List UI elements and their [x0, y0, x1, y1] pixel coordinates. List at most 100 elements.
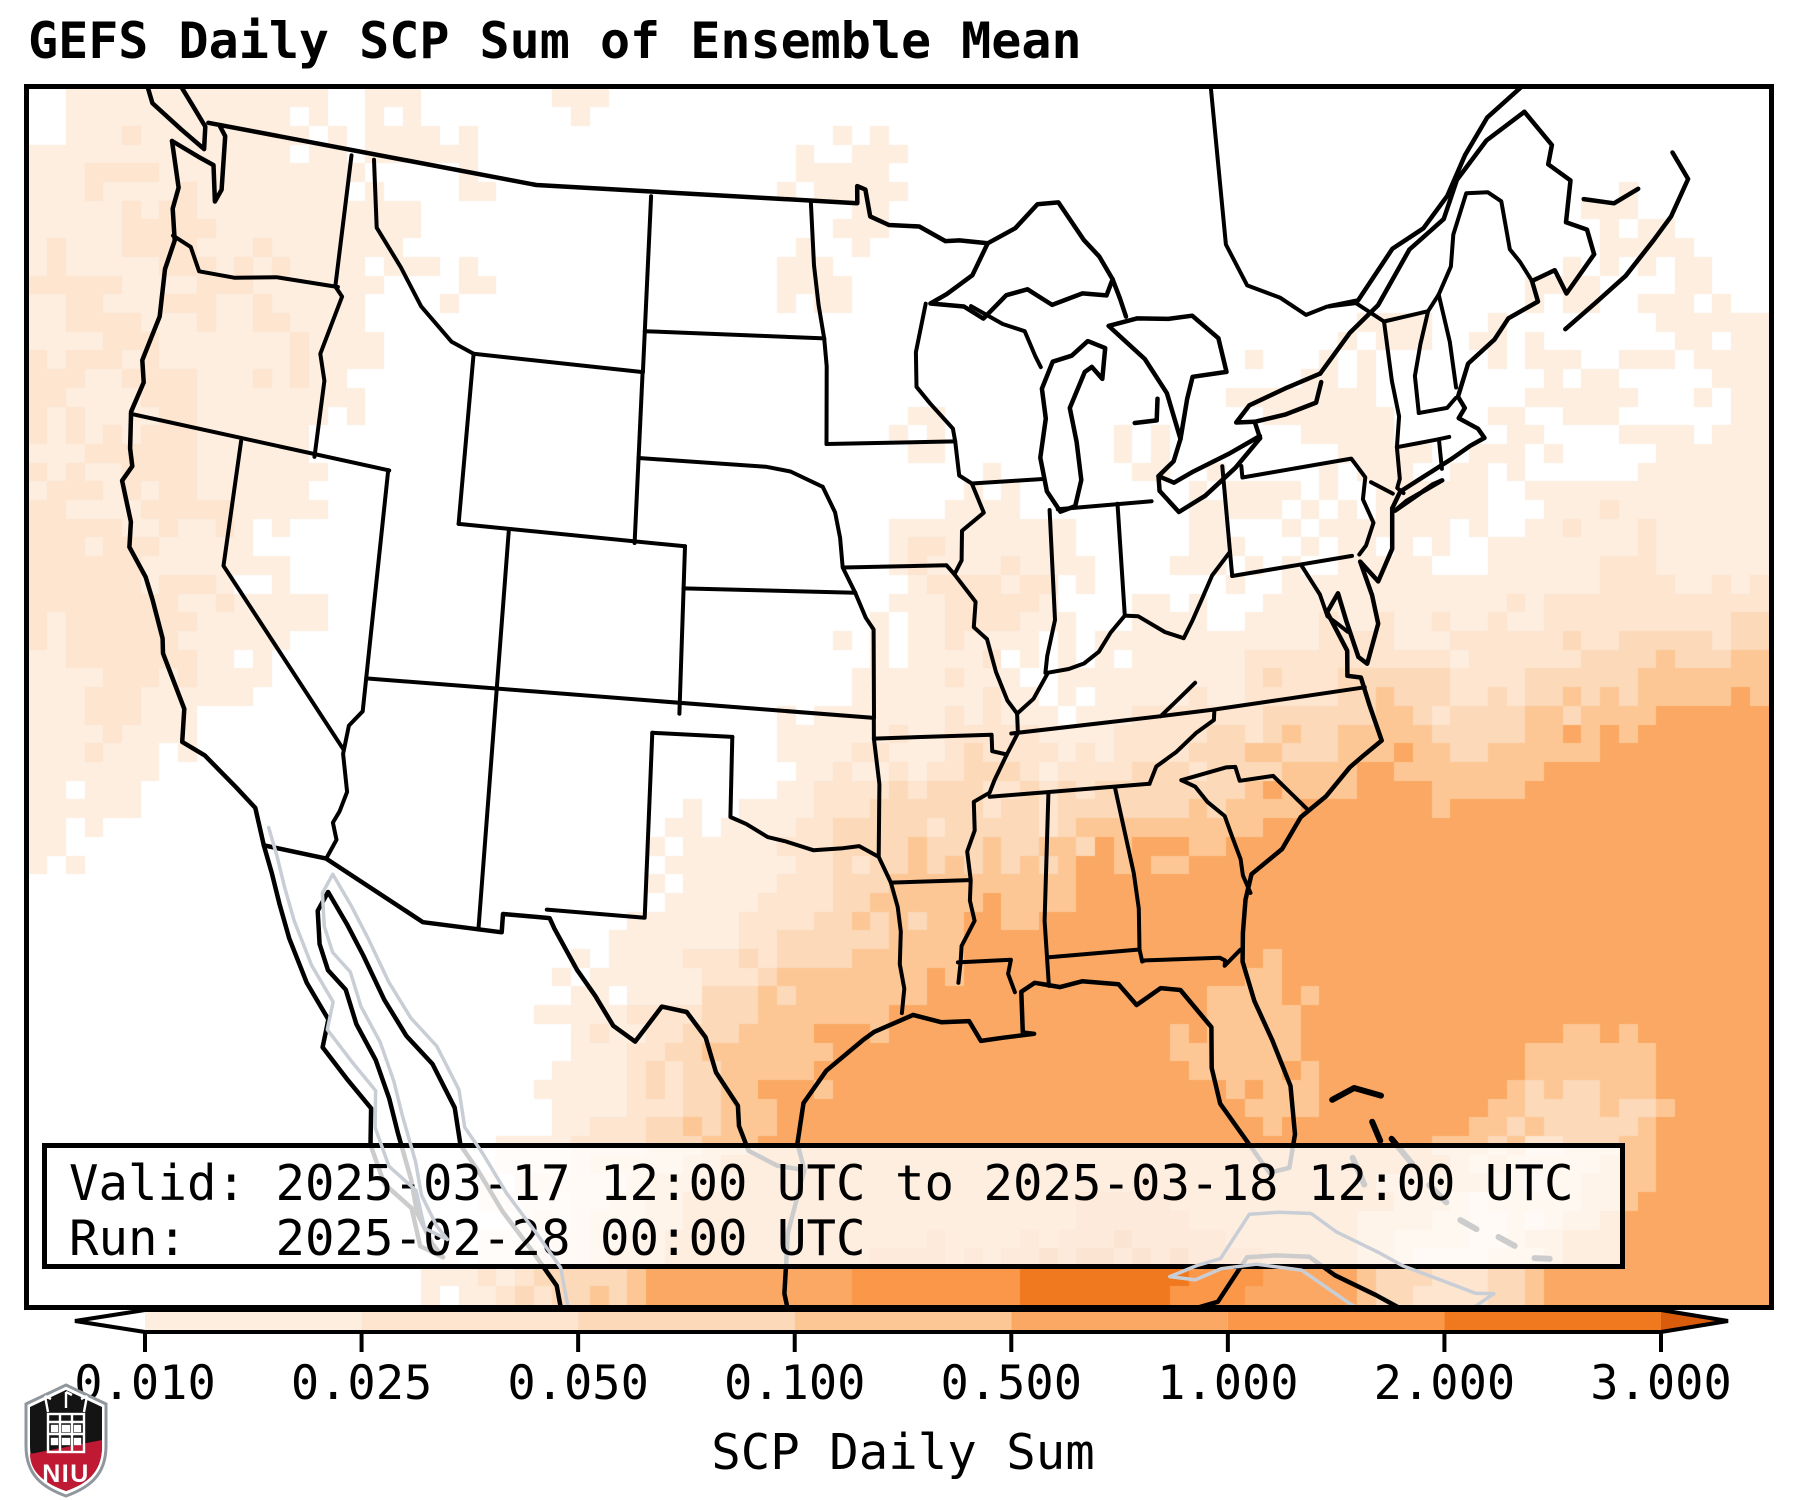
- coastline: [928, 200, 1115, 321]
- state-border: [171, 233, 340, 289]
- coastline: [1233, 371, 1323, 425]
- state-border: [956, 711, 1020, 985]
- state-border: [1147, 707, 1217, 786]
- state-border: [1299, 563, 1350, 634]
- colorbar-title: SCP Daily Sum: [711, 1424, 1095, 1481]
- state-border: [677, 544, 687, 716]
- state-border: [853, 590, 876, 720]
- state-border: [1208, 89, 1386, 324]
- state-border: [1436, 190, 1534, 297]
- island-coastline: [1369, 1118, 1384, 1144]
- coastline: [261, 843, 807, 1173]
- state-border: [1015, 549, 1232, 716]
- state-border: [871, 732, 1009, 757]
- state-border: [913, 301, 1020, 716]
- run-time-text: Run: 2025-02-28 00:00 UTC: [69, 1210, 866, 1267]
- state-border: [642, 329, 827, 341]
- state-border: [1009, 685, 1367, 736]
- state-border: [324, 468, 391, 861]
- colorbar-tick-label: 3.000: [1590, 1356, 1732, 1411]
- state-border: [476, 528, 511, 932]
- state-border: [1382, 319, 1406, 496]
- coastline: [145, 89, 208, 152]
- niu-logo-text: NIU: [42, 1460, 90, 1488]
- state-border: [544, 730, 655, 920]
- coastline: [1252, 379, 1324, 425]
- coastline: [1156, 433, 1263, 485]
- island-coastline: [1329, 1085, 1384, 1103]
- colorbar-extend-low-arrow: [75, 1310, 145, 1332]
- state-border: [681, 586, 858, 595]
- state-border: [1113, 785, 1142, 952]
- coastline: [206, 120, 990, 246]
- colorbar-segment: [361, 1310, 579, 1332]
- state-border: [333, 153, 354, 289]
- state-border: [1436, 292, 1459, 390]
- state-border: [808, 201, 827, 341]
- state-border: [969, 304, 1043, 370]
- coastline: [1252, 419, 1263, 441]
- state-border: [841, 563, 957, 577]
- coastline: [1389, 278, 1541, 511]
- state-border: [1043, 508, 1057, 675]
- colorbar-tick-label: 1.000: [1157, 1356, 1299, 1411]
- state-border: [822, 336, 829, 446]
- map-area: [29, 89, 1769, 1305]
- coastline: [1522, 109, 1597, 257]
- colorbar-segment: [145, 1310, 362, 1332]
- coastline: [1392, 478, 1445, 513]
- state-border: [471, 351, 645, 375]
- colorbar-segment: [578, 1310, 795, 1332]
- state-border: [1230, 553, 1354, 578]
- state-border: [888, 880, 907, 1016]
- colorbar-tick-label: 2.000: [1373, 1356, 1516, 1411]
- state-border: [824, 439, 958, 446]
- coastline: [1156, 436, 1183, 494]
- colorbar-segment: [1444, 1310, 1661, 1332]
- coastline: [795, 506, 1395, 1175]
- colorbar-tick-label: 0.100: [723, 1356, 866, 1411]
- state-border: [128, 411, 392, 473]
- state-border: [1220, 464, 1235, 578]
- state-border: [640, 194, 654, 375]
- coastline: [1106, 313, 1229, 442]
- state-border: [987, 781, 1152, 799]
- coastline: [1563, 150, 1691, 332]
- state-border: [728, 734, 881, 859]
- state-border: [650, 730, 735, 739]
- coastline: [1110, 277, 1129, 319]
- colorbar-extend-high-arrow: [1661, 1310, 1728, 1332]
- state-border: [1416, 396, 1458, 415]
- state-border: [636, 456, 825, 489]
- state-border: [1382, 292, 1441, 324]
- state-border: [1042, 791, 1051, 988]
- colorbar-segment: [1227, 1310, 1445, 1332]
- state-border: [1436, 437, 1444, 471]
- coastline: [1317, 109, 1527, 376]
- coastline: [1327, 89, 1523, 309]
- state-border: [820, 484, 858, 595]
- state-border: [364, 676, 876, 720]
- state-border: [888, 878, 972, 885]
- state-border: [372, 157, 476, 356]
- colorbar-tick-labels: 0.010 0.025 0.050 0.100 0.500 1.000 2.000 3.000: [0, 1356, 1803, 1411]
- coastline: [1132, 396, 1160, 426]
- colorbar: [74, 1308, 1729, 1352]
- colorbar-tick-label: 0.025: [290, 1356, 433, 1411]
- valid-time-text: Valid: 2025-03-17 12:00 UTC to 2025-03-1…: [69, 1155, 1574, 1212]
- state-border: [456, 351, 476, 526]
- coastline: [1038, 338, 1108, 514]
- state-border: [1115, 501, 1127, 618]
- niu-logo: NIU: [24, 1383, 108, 1498]
- colorbar-segment: [1011, 1310, 1228, 1332]
- coastline: [169, 123, 228, 204]
- state-border: [1055, 499, 1154, 512]
- state-border: [456, 521, 687, 549]
- colorbar-tick-label: 0.500: [940, 1356, 1083, 1411]
- info-box: Valid: 2025-03-17 12:00 UTC to 2025-03-1…: [42, 1143, 1625, 1269]
- state-border: [955, 957, 1017, 995]
- state-border: [1158, 680, 1198, 719]
- state-border: [1369, 480, 1395, 496]
- coastline: [1581, 186, 1641, 206]
